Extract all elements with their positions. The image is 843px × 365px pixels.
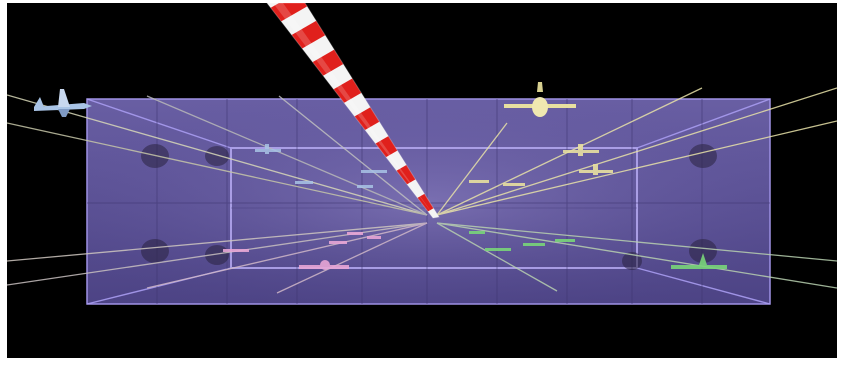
airplane-icon — [503, 183, 525, 186]
scene-canvas — [7, 3, 837, 358]
airplane-icon — [469, 180, 489, 183]
airplane-icon — [367, 236, 381, 239]
airplane-icon — [223, 249, 249, 252]
airplane-icon — [299, 260, 349, 270]
aircraft-group — [34, 82, 727, 270]
trajectory-lines — [7, 87, 837, 294]
airplane-icon — [671, 253, 727, 269]
airspace-visualization — [7, 3, 837, 358]
striped-pole — [266, 3, 440, 219]
airplane-icon — [523, 243, 545, 246]
airplane-icon — [469, 231, 485, 234]
airplane-icon — [255, 144, 281, 154]
airplane-icon — [504, 82, 576, 117]
airplane-icon — [555, 239, 575, 242]
airplane-icon — [347, 232, 363, 235]
airplane-icon — [485, 248, 511, 251]
airplane-icon — [357, 185, 373, 188]
airplane-icon — [329, 241, 347, 244]
airplane-icon — [295, 181, 313, 184]
airplane-icon — [361, 170, 387, 173]
airplane-icon — [563, 144, 599, 156]
airplane-icon — [579, 164, 613, 175]
airplane-icon — [34, 89, 92, 117]
